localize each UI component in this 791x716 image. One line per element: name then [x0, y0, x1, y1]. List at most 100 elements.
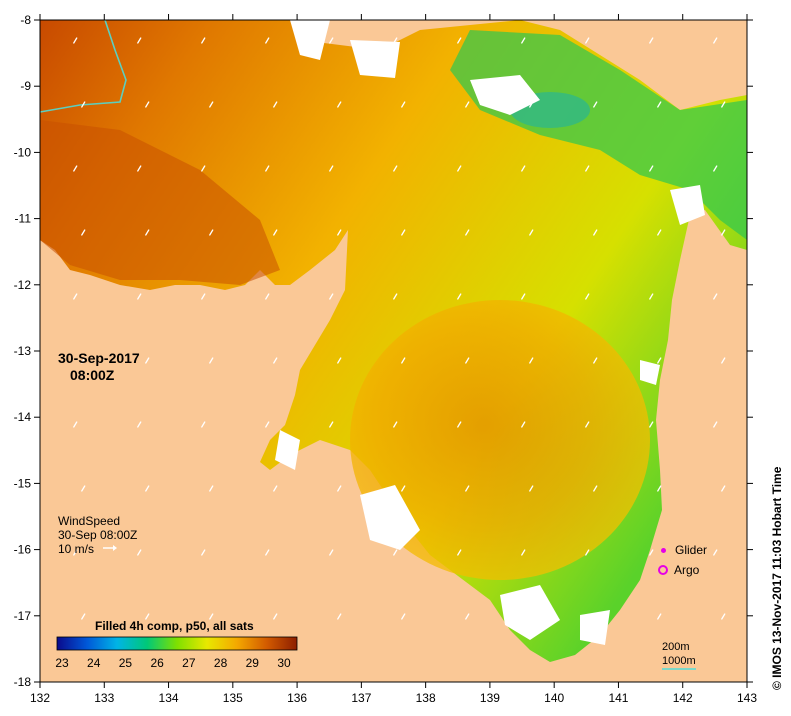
wind-arrow [585, 549, 590, 556]
wind-arrow [713, 421, 718, 428]
wind-arrow [457, 37, 462, 44]
wind-legend: WindSpeed 30-Sep 08:00Z 10 m/s [58, 514, 137, 556]
argo-marker-icon [658, 565, 668, 575]
x-tick-label: 138 [416, 691, 436, 705]
wind-arrow [585, 293, 590, 300]
colorbar-tick-label: 25 [119, 656, 133, 670]
wind-arrow [209, 485, 214, 492]
wind-scale-arrowhead [113, 545, 117, 551]
wind-arrow [401, 485, 406, 492]
wind-arrow [201, 293, 206, 300]
wind-arrow [209, 229, 214, 236]
wind-arrow [457, 165, 462, 172]
cloud-gap [670, 185, 705, 225]
wind-arrow [329, 293, 334, 300]
x-tick-label: 133 [94, 691, 114, 705]
wind-arrow [81, 613, 86, 620]
glider-marker-icon [661, 547, 666, 553]
y-axis: -8 -9 -10 -11 -12 -13 -14 -15 -16 -17 -18 [14, 13, 753, 689]
colorbar-tick-label: 23 [55, 656, 69, 670]
colorbar-tick-label: 27 [182, 656, 196, 670]
cloud-gap [640, 360, 660, 385]
colorbar-tick-label: 24 [87, 656, 101, 670]
wind-arrow [593, 485, 598, 492]
wind-arrow [209, 357, 214, 364]
y-tick-label: -9 [20, 79, 31, 93]
wind-arrow [73, 421, 78, 428]
cloud-gap [470, 75, 540, 115]
wind-arrow [521, 421, 526, 428]
wind-title: WindSpeed [58, 514, 121, 528]
wind-arrow [593, 357, 598, 364]
colorbar-ticks: 23 24 25 26 27 28 29 30 [55, 656, 291, 670]
y-tick-label: -18 [14, 675, 32, 689]
wind-arrow [713, 165, 718, 172]
wind-arrow [209, 101, 214, 108]
wind-arrow [73, 549, 78, 556]
y-tick-label: -16 [14, 543, 32, 557]
wind-arrow [657, 229, 662, 236]
wind-arrow [337, 485, 342, 492]
wind-arrow [713, 37, 718, 44]
depth-200m: 200m [662, 641, 690, 653]
wind-arrow [521, 37, 526, 44]
wind-arrow [81, 357, 86, 364]
credit-text: © IMOS 13-Nov-2017 11:03 Hobart Time [770, 466, 784, 690]
x-tick-label: 132 [30, 691, 50, 705]
y-tick-label: -12 [14, 278, 32, 292]
wind-arrow [329, 549, 334, 556]
wind-arrow [265, 165, 270, 172]
wind-arrow [529, 101, 534, 108]
wind-arrow [585, 37, 590, 44]
wind-arrow [457, 293, 462, 300]
wind-arrow [273, 357, 278, 364]
wind-arrow [201, 421, 206, 428]
wind-arrow [329, 37, 334, 44]
platform-legend: Glider Argo [658, 540, 707, 580]
wind-arrow [721, 485, 726, 492]
wind-arrow [529, 485, 534, 492]
wind-arrow [657, 101, 662, 108]
cloud-gap [275, 430, 300, 470]
wind-arrow [529, 613, 534, 620]
wind-arrow [457, 549, 462, 556]
wind-arrow [273, 101, 278, 108]
wind-arrow [521, 549, 526, 556]
wind-arrow [649, 549, 654, 556]
wind-arrow [201, 549, 206, 556]
wind-arrow [145, 485, 150, 492]
colorbar-tick-label: 26 [150, 656, 164, 670]
colorbar-title: Filled 4h comp, p50, all sats [95, 619, 254, 633]
wind-arrow [585, 421, 590, 428]
wind-arrow [649, 37, 654, 44]
wind-arrow [137, 293, 142, 300]
x-tick-label: 142 [673, 691, 693, 705]
wind-arrow [81, 485, 86, 492]
x-tick-label: 139 [480, 691, 500, 705]
cloud-gap [360, 485, 420, 550]
wind-arrow [393, 549, 398, 556]
wind-arrow [713, 549, 718, 556]
time-line: 08:00Z [70, 367, 115, 383]
wind-arrow [393, 165, 398, 172]
wind-arrow [721, 357, 726, 364]
cloud-gap [290, 20, 330, 60]
y-tick-label: -15 [14, 476, 32, 490]
wind-arrow [81, 229, 86, 236]
wind-arrow [137, 421, 142, 428]
wind-arrow [721, 229, 726, 236]
wind-arrow [721, 101, 726, 108]
wind-arrow [81, 101, 86, 108]
wind-arrow [649, 165, 654, 172]
depth-legend: 200m 1000m [662, 640, 696, 670]
x-tick-label: 137 [351, 691, 371, 705]
wind-arrow [145, 101, 150, 108]
x-tick-label: 143 [737, 691, 757, 705]
wind-arrow [401, 101, 406, 108]
wind-arrow [465, 101, 470, 108]
wind-arrow [465, 357, 470, 364]
colorbar-tick-label: 29 [246, 656, 260, 670]
wind-arrow [393, 293, 398, 300]
cloud-gap [350, 40, 400, 78]
